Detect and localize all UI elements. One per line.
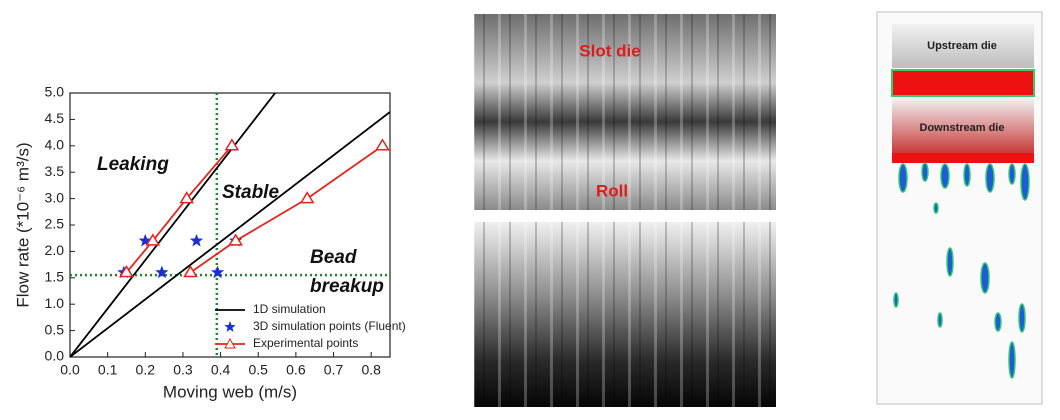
annotation: Stable — [222, 182, 279, 203]
photo-label: Roll — [596, 181, 628, 200]
upstream-die — [892, 24, 1034, 68]
legend-label: 3D simulation points (Fluent) — [253, 319, 406, 333]
y-tick-label: 3.5 — [45, 163, 65, 179]
legend-swatch — [224, 321, 236, 332]
x-tick-label: 0.1 — [98, 362, 118, 378]
x-tick-label: 0.4 — [211, 362, 231, 378]
photo-panel: Slot die Roll — [474, 14, 776, 407]
droplets — [893, 162, 1030, 379]
y-tick-label: 1.5 — [45, 269, 65, 285]
simulation-panel: Upstream die Downstream die — [876, 11, 1043, 405]
data-point — [119, 265, 134, 278]
downstream-die — [892, 98, 1034, 153]
x-tick-label: 0.2 — [136, 362, 156, 378]
y-tick-label: 4.0 — [45, 137, 65, 153]
y-axis-label: Flow rate (*10⁻⁶ m³/s) — [13, 142, 32, 307]
y-tick-label: 2.0 — [45, 242, 65, 258]
die-photo-streaks — [474, 14, 776, 210]
data-point — [155, 265, 169, 279]
data-point — [183, 265, 198, 278]
series-line — [125, 145, 383, 274]
legend-label: 1D simulation — [253, 302, 326, 316]
data-point — [375, 138, 390, 151]
x-tick-label: 0.5 — [249, 362, 269, 378]
y-tick-label: 4.5 — [45, 110, 65, 126]
data-point — [299, 191, 315, 204]
roll-photo-streaks — [474, 222, 776, 407]
plot-frame — [69, 92, 391, 358]
x-tick-label: 0.3 — [173, 362, 193, 378]
coating-bead — [891, 69, 1035, 97]
annotation: Leaking — [97, 154, 169, 175]
annotation: breakup — [310, 276, 384, 297]
sim-label: Upstream die — [927, 40, 997, 52]
y-tick-label: 2.5 — [45, 216, 65, 232]
x-tick-label: 0.0 — [60, 362, 80, 378]
y-tick-label: 3.0 — [45, 189, 65, 205]
x-tick-label: 0.8 — [361, 362, 381, 378]
data-point — [138, 233, 152, 247]
x-tick-label: 0.6 — [286, 362, 306, 378]
annotation: Bead — [310, 247, 357, 268]
sim-label: Downstream die — [920, 122, 1005, 134]
y-tick-label: 1.0 — [45, 295, 65, 311]
data-point — [145, 233, 161, 246]
data-point — [224, 138, 240, 151]
y-tick-label: 5.0 — [45, 84, 65, 100]
x-axis-label: Moving web (m/s) — [163, 382, 297, 401]
series-line — [70, 93, 390, 357]
legend-swatch — [224, 337, 236, 349]
liquid-film — [892, 153, 1034, 163]
legend-label: Experimental points — [253, 336, 358, 350]
data-point — [210, 265, 225, 279]
photo-label: Slot die — [579, 41, 640, 60]
data-point — [179, 191, 195, 204]
x-tick-label: 0.7 — [324, 362, 344, 378]
data-point — [189, 233, 204, 247]
y-tick-label: 0.0 — [45, 348, 65, 364]
data-point — [228, 233, 243, 246]
y-tick-label: 0.5 — [45, 321, 65, 337]
